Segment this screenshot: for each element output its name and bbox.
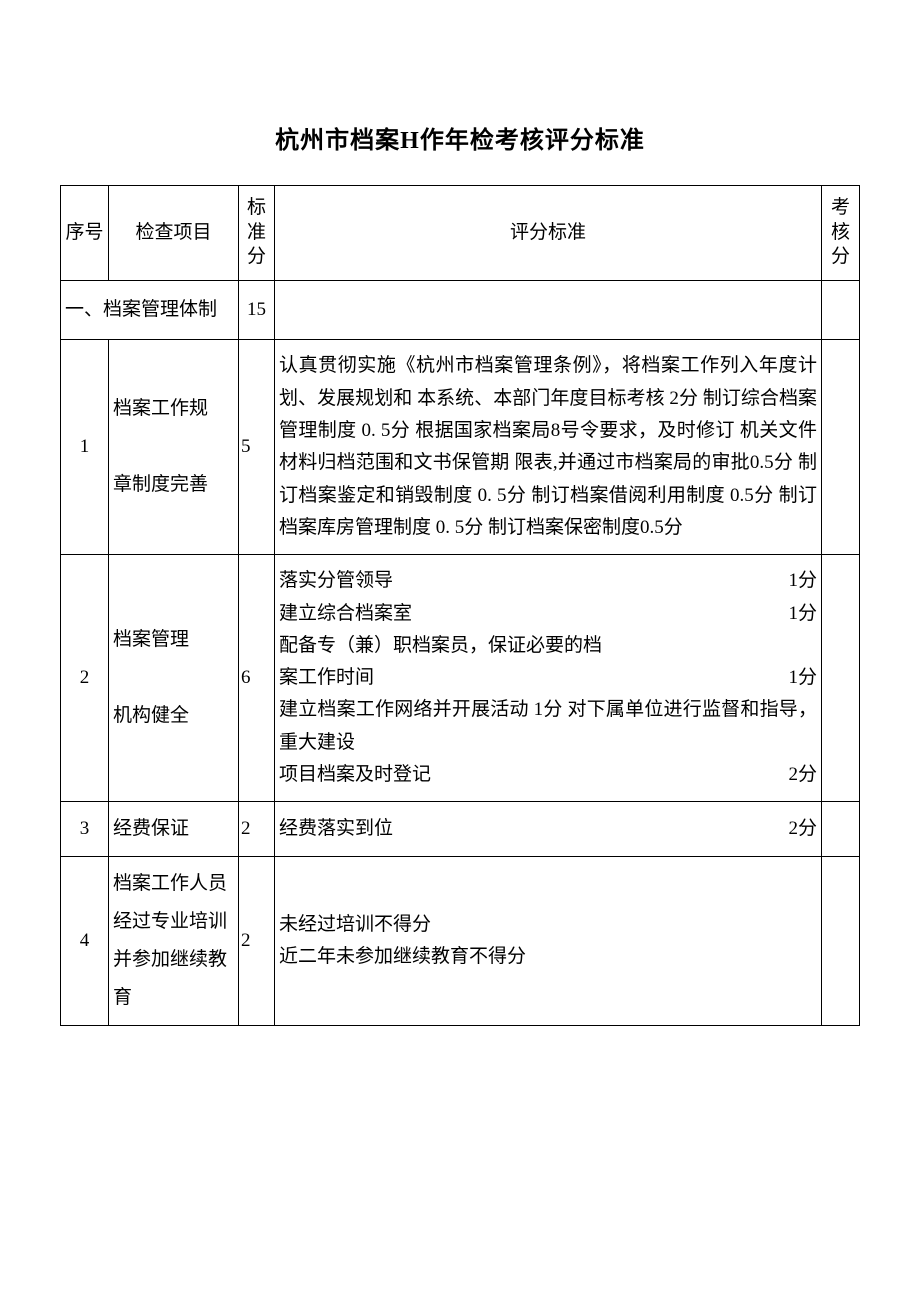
row-2-line-1: 建立综合档案室1分	[279, 598, 817, 630]
section-row-1: 一、档案管理体制 15	[61, 281, 860, 340]
table-header-row: 序号 检查项目 标准分 评分标准 考核分	[61, 186, 860, 281]
row-4-seq: 4	[61, 857, 109, 1026]
row-1-criteria: 认真贯彻实施《杭州市档案管理条例》，将档案工作列入年度计划、发展规划和 本系统、…	[275, 340, 822, 555]
row-1-eval	[822, 340, 860, 555]
row-1-item-line1: 档案工作规	[113, 390, 234, 428]
row-3-std: 2	[239, 802, 275, 857]
header-criteria: 评分标准	[275, 186, 822, 281]
row-1-item: 档案工作规 章制度完善	[109, 340, 239, 555]
row-3-item: 经费保证	[109, 802, 239, 857]
document-title: 杭州市档案H作年检考核评分标准	[60, 120, 860, 155]
row-2-eval	[822, 555, 860, 802]
row-3-line-0: 经费落实到位2分	[279, 813, 817, 845]
row-1-seq: 1	[61, 340, 109, 555]
header-seq: 序号	[61, 186, 109, 281]
evaluation-table: 序号 检查项目 标准分 评分标准 考核分 一、档案管理体制 15 1 档案工作规…	[60, 185, 860, 1026]
row-2-std: 6	[239, 555, 275, 802]
section-1-criteria-empty	[275, 281, 822, 340]
row-3-eval	[822, 802, 860, 857]
table-row-1: 1 档案工作规 章制度完善 5 认真贯彻实施《杭州市档案管理条例》，将档案工作列…	[61, 340, 860, 555]
section-1-label: 一、档案管理体制	[61, 281, 239, 340]
section-1-score: 15	[239, 281, 275, 340]
row-4-criteria: 未经过培训不得分 近二年未参加继续教育不得分	[275, 857, 822, 1026]
row-2-line-2: 配备专（兼）职档案员，保证必要的档	[279, 630, 817, 662]
section-1-eval-empty	[822, 281, 860, 340]
row-2-item-line1: 档案管理	[113, 621, 234, 659]
row-2-line-4: 建立档案工作网络并开展活动 1分 对下属单位进行监督和指导，重大建设	[279, 694, 817, 759]
row-4-eval	[822, 857, 860, 1026]
row-1-std: 5	[239, 340, 275, 555]
row-4-criteria-line1: 未经过培训不得分	[279, 909, 817, 941]
row-3-seq: 3	[61, 802, 109, 857]
row-1-item-line2: 章制度完善	[113, 466, 234, 504]
row-2-item-line2: 机构健全	[113, 697, 234, 735]
table-row-3: 3 经费保证 2 经费落实到位2分	[61, 802, 860, 857]
row-3-criteria: 经费落实到位2分	[275, 802, 822, 857]
row-4-std: 2	[239, 857, 275, 1026]
row-2-line-0: 落实分管领导1分	[279, 565, 817, 597]
header-std-score: 标准分	[239, 186, 275, 281]
table-row-4: 4 档案工作人员经过专业培训并参加继续教育 2 未经过培训不得分 近二年未参加继…	[61, 857, 860, 1026]
row-2-line-5: 项目档案及时登记2分	[279, 759, 817, 791]
row-4-item: 档案工作人员经过专业培训并参加继续教育	[109, 857, 239, 1026]
header-item: 检查项目	[109, 186, 239, 281]
header-eval-score: 考核分	[822, 186, 860, 281]
row-4-criteria-line2: 近二年未参加继续教育不得分	[279, 941, 817, 973]
table-row-2: 2 档案管理 机构健全 6 落实分管领导1分 建立综合档案室1分 配备专（兼）职…	[61, 555, 860, 802]
row-2-criteria: 落实分管领导1分 建立综合档案室1分 配备专（兼）职档案员，保证必要的档 案工作…	[275, 555, 822, 802]
row-2-seq: 2	[61, 555, 109, 802]
row-2-item: 档案管理 机构健全	[109, 555, 239, 802]
row-2-line-3: 案工作时间1分	[279, 662, 817, 694]
